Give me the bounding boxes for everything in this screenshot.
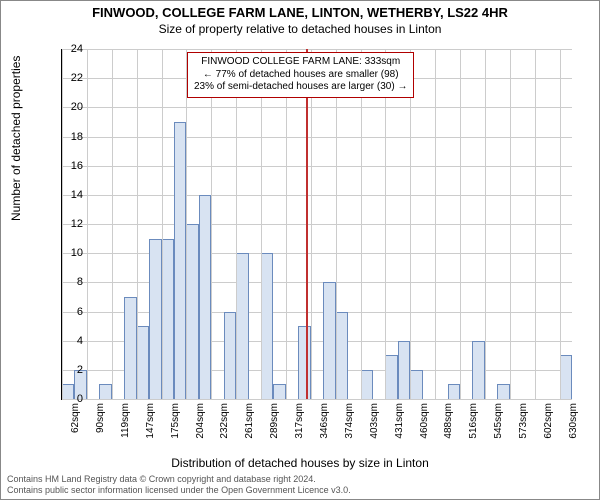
bar — [137, 326, 149, 399]
bar — [186, 224, 198, 399]
x-tick: 403sqm — [369, 403, 380, 439]
y-tick: 20 — [43, 101, 83, 113]
bar — [448, 384, 460, 399]
y-tick: 18 — [43, 131, 83, 143]
x-tick: 602sqm — [543, 403, 554, 439]
y-tick: 6 — [43, 306, 83, 318]
bar — [273, 384, 285, 399]
chart-container: FINWOOD, COLLEGE FARM LANE, LINTON, WETH… — [0, 0, 600, 500]
x-tick: 204sqm — [195, 403, 206, 439]
y-axis-label: Number of detached properties — [9, 56, 23, 221]
y-tick: 12 — [43, 218, 83, 230]
bar — [261, 253, 273, 399]
annotation-box: FINWOOD COLLEGE FARM LANE: 333sqm ← 77% … — [187, 52, 414, 98]
y-tick: 16 — [43, 160, 83, 172]
bar — [336, 312, 348, 400]
y-tick: 2 — [43, 364, 83, 376]
x-tick: 346sqm — [319, 403, 330, 439]
bar — [410, 370, 422, 399]
x-tick: 630sqm — [568, 403, 579, 439]
x-tick: 431sqm — [394, 403, 405, 439]
page-title: FINWOOD, COLLEGE FARM LANE, LINTON, WETH… — [1, 5, 599, 20]
bar — [199, 195, 211, 399]
bar — [398, 341, 410, 399]
bar — [99, 384, 111, 399]
annotation-line2: ← 77% of detached houses are smaller (98… — [194, 69, 407, 82]
y-tick: 10 — [43, 247, 83, 259]
bar — [174, 122, 186, 399]
x-axis-label: Distribution of detached houses by size … — [1, 456, 599, 470]
y-tick: 4 — [43, 335, 83, 347]
bar — [298, 326, 310, 399]
page-subtitle: Size of property relative to detached ho… — [1, 22, 599, 36]
bar — [224, 312, 236, 400]
x-tick: 261sqm — [244, 403, 255, 439]
x-tick: 460sqm — [419, 403, 430, 439]
y-tick: 24 — [43, 43, 83, 55]
bar — [385, 355, 397, 399]
x-tick: 516sqm — [468, 403, 479, 439]
bar — [323, 282, 335, 399]
annotation-line1: FINWOOD COLLEGE FARM LANE: 333sqm — [194, 56, 407, 69]
x-tick: 90sqm — [95, 403, 106, 433]
footer-line1: Contains HM Land Registry data © Crown c… — [7, 474, 351, 485]
bar — [560, 355, 572, 399]
bar — [472, 341, 484, 399]
footer-line2: Contains public sector information licen… — [7, 485, 351, 496]
x-tick: 289sqm — [269, 403, 280, 439]
reference-line — [306, 49, 308, 399]
bar — [162, 239, 174, 399]
y-tick: 8 — [43, 276, 83, 288]
y-tick: 22 — [43, 72, 83, 84]
x-tick: 62sqm — [70, 403, 81, 433]
x-tick: 545sqm — [493, 403, 504, 439]
x-tick: 488sqm — [443, 403, 454, 439]
bar — [361, 370, 373, 399]
bar — [236, 253, 248, 399]
chart-area: FINWOOD COLLEGE FARM LANE: 333sqm ← 77% … — [61, 49, 571, 399]
footer: Contains HM Land Registry data © Crown c… — [7, 474, 351, 496]
x-tick: 147sqm — [145, 403, 156, 439]
bar — [497, 384, 509, 399]
plot — [61, 49, 572, 400]
x-tick: 317sqm — [294, 403, 305, 439]
x-tick: 232sqm — [219, 403, 230, 439]
x-tick: 119sqm — [120, 403, 131, 438]
x-tick: 175sqm — [170, 403, 181, 439]
y-tick: 14 — [43, 189, 83, 201]
annotation-line3: 23% of semi-detached houses are larger (… — [194, 81, 407, 94]
bar — [124, 297, 136, 399]
bar — [149, 239, 161, 399]
x-tick: 374sqm — [344, 403, 355, 439]
x-tick: 573sqm — [518, 403, 529, 439]
